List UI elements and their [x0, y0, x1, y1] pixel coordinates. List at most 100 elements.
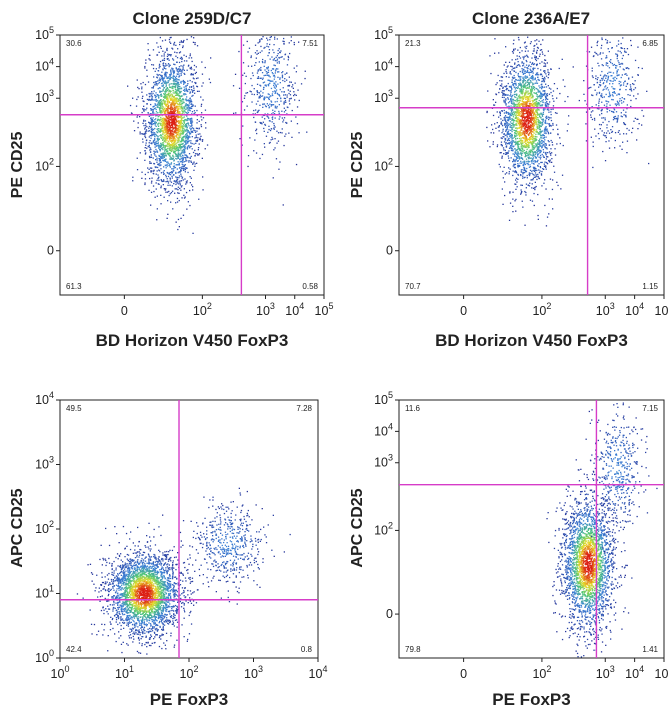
event-point [500, 137, 502, 139]
event-point [164, 96, 166, 98]
event-point [277, 49, 279, 52]
event-point [165, 86, 167, 88]
event-point [544, 152, 547, 154]
event-point [288, 98, 291, 100]
event-point [184, 104, 187, 106]
event-point [296, 65, 298, 67]
event-point [281, 75, 284, 78]
event-point [275, 56, 277, 58]
event-point [180, 82, 182, 84]
event-point [520, 139, 523, 141]
event-point [523, 144, 526, 146]
event-point [529, 138, 531, 140]
event-point [163, 129, 165, 131]
event-point [532, 127, 535, 129]
event-point [507, 94, 509, 96]
event-point [146, 147, 148, 149]
event-point [179, 43, 181, 46]
event-point [143, 110, 145, 112]
event-point [152, 106, 154, 108]
event-point [526, 116, 528, 118]
event-point [191, 68, 193, 70]
event-point [148, 168, 150, 170]
event-point [514, 119, 516, 122]
event-point [151, 133, 153, 135]
event-point [539, 53, 541, 55]
event-point [241, 144, 243, 146]
event-point [520, 192, 522, 194]
event-point [257, 91, 259, 94]
event-point [512, 165, 514, 167]
event-point [271, 136, 273, 139]
event-point [506, 134, 508, 136]
event-point [277, 93, 279, 95]
event-point [173, 41, 176, 44]
event-point [178, 79, 180, 81]
event-point [182, 68, 184, 70]
event-point [172, 112, 175, 114]
event-point [525, 64, 528, 66]
event-point [505, 85, 508, 87]
x-tick-exponent: 5 [328, 301, 333, 311]
event-point [135, 105, 138, 107]
event-point [190, 74, 192, 76]
event-point [160, 74, 162, 76]
event-point [246, 105, 248, 107]
event-point [157, 118, 160, 121]
event-point [163, 196, 165, 198]
event-point [246, 40, 248, 43]
event-point [534, 166, 536, 169]
event-point [521, 68, 523, 70]
event-point [539, 135, 542, 137]
event-point [525, 90, 527, 92]
event-point [196, 45, 199, 47]
event-point [524, 134, 527, 137]
event-point [282, 121, 284, 123]
event-point [173, 101, 175, 103]
event-point [183, 148, 185, 151]
event-point [176, 112, 179, 114]
event-point [158, 179, 160, 182]
event-point [153, 105, 155, 107]
event-point [177, 149, 179, 151]
event-point [524, 163, 527, 166]
event-point [167, 81, 169, 84]
event-point [514, 200, 516, 202]
event-point [170, 158, 172, 160]
event-point [163, 166, 165, 168]
event-point [527, 91, 529, 93]
event-point [539, 166, 541, 168]
event-point [185, 93, 187, 96]
event-point [266, 37, 268, 39]
event-point [287, 89, 289, 91]
event-point [159, 77, 161, 79]
event-point [179, 125, 181, 127]
event-point [523, 108, 525, 110]
event-point [511, 134, 513, 136]
event-point [171, 122, 173, 124]
event-point [500, 141, 503, 143]
event-point [160, 122, 162, 125]
event-point [177, 100, 180, 102]
event-point [529, 164, 531, 166]
event-point [161, 55, 163, 57]
event-point [172, 127, 174, 130]
event-point [175, 125, 177, 127]
event-point [529, 80, 532, 82]
event-point [504, 194, 506, 197]
event-point [176, 179, 179, 181]
event-point [261, 95, 264, 97]
event-point [152, 108, 154, 111]
event-point [523, 137, 525, 140]
event-point [258, 96, 260, 98]
event-point [535, 63, 538, 66]
event-point [144, 65, 146, 68]
event-point [260, 122, 262, 124]
event-point [178, 155, 180, 157]
event-point [157, 80, 159, 82]
event-point [172, 118, 174, 120]
event-point [152, 142, 154, 144]
event-point [160, 153, 162, 156]
event-point [254, 121, 256, 123]
event-point [181, 99, 184, 101]
